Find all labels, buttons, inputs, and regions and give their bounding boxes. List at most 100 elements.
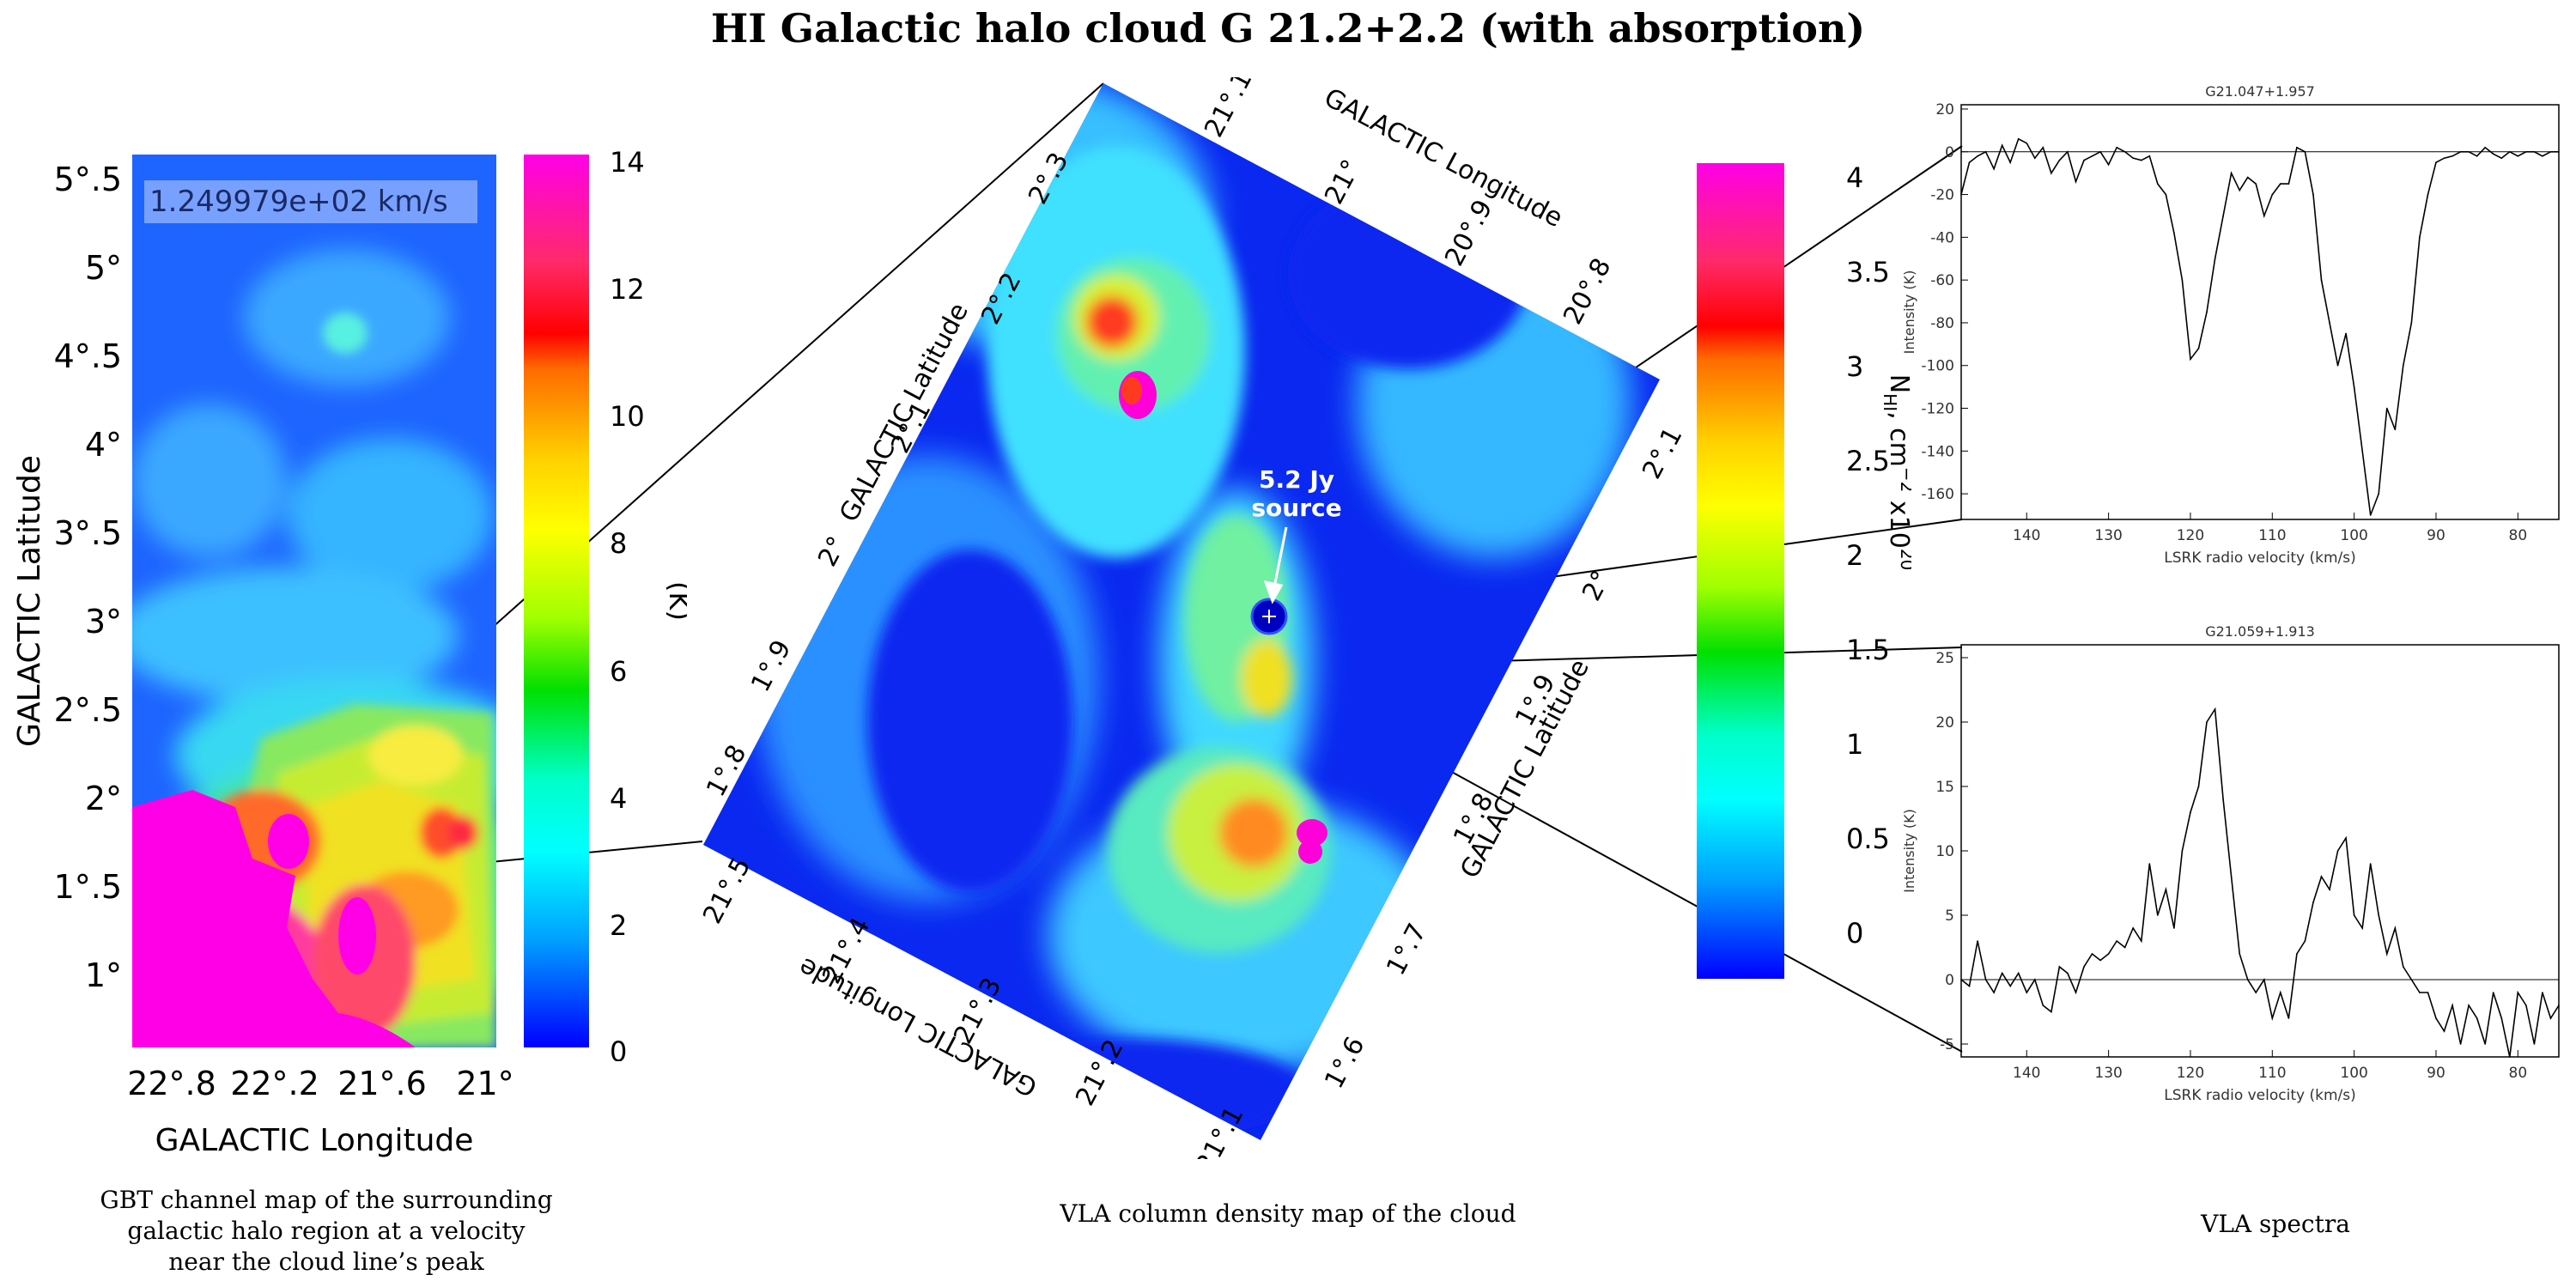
data-point	[2296, 953, 2298, 955]
column-density-colorbar: 4 3.5 3 2.5 2 1.5 1 0.5 0 NHI, cm−2 x102…	[1697, 161, 1911, 979]
data-point	[2067, 972, 2069, 974]
data-point	[2206, 721, 2208, 723]
data-point	[2141, 940, 2142, 942]
data-point	[2451, 155, 2453, 157]
vla-top-lon-tick: 21°.1	[1199, 77, 1258, 143]
data-point	[2042, 1005, 2044, 1006]
spectrum-title: G21.047+1.957	[2205, 83, 2315, 100]
x-tick-label: 110	[2258, 527, 2286, 544]
vla-top-lon-tick: 20°.8	[1558, 253, 1617, 330]
data-point	[2197, 786, 2200, 787]
data-point	[2492, 992, 2494, 993]
data-point	[2345, 332, 2347, 335]
data-point	[2123, 151, 2126, 153]
gbt-y-tick: 1°.5	[54, 868, 122, 906]
y-tick-label: 10	[1935, 843, 1954, 860]
data-point	[2091, 155, 2093, 157]
data-point	[1968, 161, 1971, 163]
data-point	[2443, 1030, 2445, 1032]
colorbar-label-part: N	[1884, 374, 1911, 393]
column-density-colorbar-tick: 1	[1846, 728, 1863, 761]
data-point	[2410, 979, 2413, 980]
gbt-caption: GBT channel map of the surrounding galac…	[52, 1185, 601, 1278]
data-point	[2336, 364, 2339, 367]
data-point	[2533, 1043, 2536, 1045]
y-tick-label: -40	[1930, 229, 1954, 246]
data-point	[2492, 153, 2494, 155]
data-point	[2099, 959, 2101, 962]
gbt-y-tick: 5°.5	[54, 161, 122, 198]
gbt-channel-map: 1.249979e+02 km/s	[106, 155, 536, 1073]
data-point	[2141, 159, 2142, 161]
y-tick-label: -140	[1921, 443, 1954, 460]
data-point	[2173, 232, 2175, 234]
data-point	[2542, 155, 2543, 157]
radio-source-cross	[1262, 610, 1276, 623]
column-density-colorbar-ticks: 4 3.5 3 2.5 2 1.5 1 0.5 0	[1846, 161, 1890, 950]
vla-top-lon-tick: 21°	[1319, 155, 1367, 209]
gbt-colorbar-tick: 6	[610, 655, 627, 688]
data-point	[2403, 966, 2404, 968]
data-point	[2075, 180, 2077, 183]
velocity-label-box: 1.249979e+02 km/s	[144, 180, 477, 223]
data-point	[2304, 151, 2306, 153]
data-point	[2558, 1005, 2560, 1006]
gbt-y-axis-label: GALACTIC Latitude	[12, 455, 47, 747]
data-point	[2034, 157, 2036, 159]
data-point	[2280, 992, 2281, 993]
data-point	[2173, 927, 2175, 929]
data-point	[2517, 992, 2519, 993]
data-point	[1993, 992, 1995, 993]
data-point	[2009, 161, 2011, 163]
vla-top-lon-tick: 20°.9	[1439, 195, 1498, 271]
gbt-colorbar-tick: 8	[610, 527, 627, 560]
vla-bottom-lon-tick: 21°.5	[697, 853, 756, 929]
colorbar-label-part: HI	[1880, 393, 1900, 411]
data-point	[2386, 407, 2388, 410]
data-point	[2427, 992, 2429, 993]
vla-column-density-map: 5.2 Jy source 2°.3 2°.2 2°.1 2° 1°.9 1°.…	[697, 77, 1688, 1159]
data-point	[2009, 985, 2011, 987]
colorbar-label-part: , cm	[1884, 411, 1911, 467]
column-density-colorbar-tick: 0.5	[1846, 823, 1890, 855]
data-point	[2443, 157, 2445, 159]
data-point	[2500, 1017, 2503, 1019]
data-point	[2148, 863, 2151, 865]
source-annotation-line: source	[1251, 494, 1341, 522]
data-point	[2320, 876, 2323, 877]
data-point	[2549, 151, 2552, 153]
data-point	[2427, 193, 2429, 196]
gbt-y-tick: 5°	[85, 249, 122, 287]
data-point	[2099, 151, 2101, 153]
data-point	[2157, 183, 2159, 185]
gbt-map-image	[106, 155, 536, 1073]
gbt-x-tick: 22°.2	[230, 1065, 319, 1102]
data-point	[2001, 144, 2003, 147]
data-point	[2116, 147, 2117, 149]
gbt-y-tick: 2°.5	[54, 691, 122, 729]
data-point	[2230, 876, 2233, 877]
data-point	[2468, 1005, 2470, 1006]
gbt-y-tick: 2°	[85, 780, 122, 817]
data-point	[2549, 1017, 2552, 1019]
data-point	[2058, 966, 2061, 968]
data-point	[2255, 992, 2257, 993]
data-point	[2271, 193, 2274, 196]
y-tick-label: 20	[1935, 101, 1954, 118]
column-density-colorbar-tick: 3.5	[1846, 256, 1890, 288]
data-point	[2263, 215, 2265, 217]
data-point	[2165, 193, 2167, 196]
data-point	[2239, 189, 2240, 191]
column-density-colorbar-tick: 0	[1846, 917, 1863, 950]
velocity-label: 1.249979e+02 km/s	[149, 185, 448, 219]
data-point	[2361, 927, 2363, 929]
data-point	[2378, 914, 2379, 916]
data-point	[2476, 155, 2478, 157]
data-point	[1968, 985, 1971, 987]
data-point	[2509, 151, 2511, 153]
data-point	[2107, 163, 2110, 166]
gbt-caption-line: near the cloud line’s peak	[168, 1248, 484, 1276]
data-point	[2312, 193, 2314, 196]
data-point	[2304, 940, 2306, 942]
data-point	[2263, 979, 2265, 980]
